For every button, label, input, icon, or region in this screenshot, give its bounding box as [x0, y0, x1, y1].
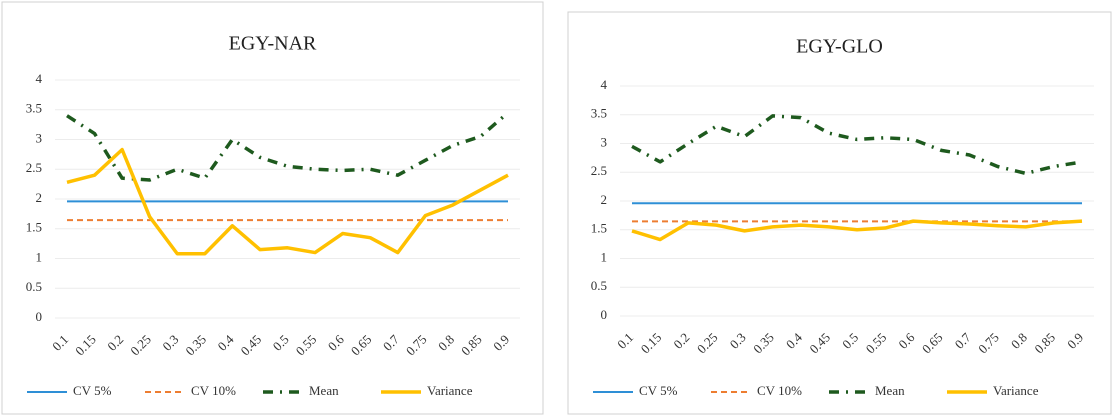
y-tick-label: 1 [601, 249, 608, 264]
legend-label: Mean [875, 383, 905, 398]
y-tick-label: 3 [601, 134, 608, 149]
series-line [631, 219, 1083, 242]
legend-label: Variance [993, 383, 1039, 398]
y-tick-label: 0 [36, 309, 43, 324]
y-tick-label: 0 [601, 307, 608, 322]
legend-label: CV 5% [639, 383, 678, 398]
y-tick-label: 2.5 [26, 160, 42, 175]
y-tick-label: 4 [601, 77, 608, 92]
y-tick-label: 3 [36, 130, 43, 145]
y-tick-label: 2.5 [591, 163, 607, 178]
chart-title: EGY-NAR [229, 33, 317, 55]
y-tick-label: 0.5 [591, 278, 607, 293]
panel-border [1, 1, 544, 415]
panel-border [567, 11, 1112, 415]
legend-label: CV 5% [73, 383, 112, 398]
y-tick-label: 2 [36, 190, 43, 205]
legend-label: CV 10% [191, 383, 236, 398]
y-tick-label: 1.5 [591, 221, 607, 236]
series-line [631, 114, 1083, 176]
y-tick-label: 4 [36, 71, 43, 86]
y-tick-label: 3.5 [26, 101, 42, 116]
series-line [66, 111, 510, 182]
legend-label: Variance [427, 383, 473, 398]
y-tick-label: 1.5 [26, 220, 42, 235]
series-line [66, 147, 509, 256]
legend-label: CV 10% [757, 383, 802, 398]
y-tick-label: 2 [601, 192, 608, 207]
y-tick-label: 3.5 [591, 106, 607, 121]
legend-label: Mean [309, 383, 339, 398]
y-tick-label: 0.5 [26, 279, 42, 294]
chart-title: EGY-GLO [796, 36, 883, 58]
y-tick-label: 1 [36, 249, 43, 264]
